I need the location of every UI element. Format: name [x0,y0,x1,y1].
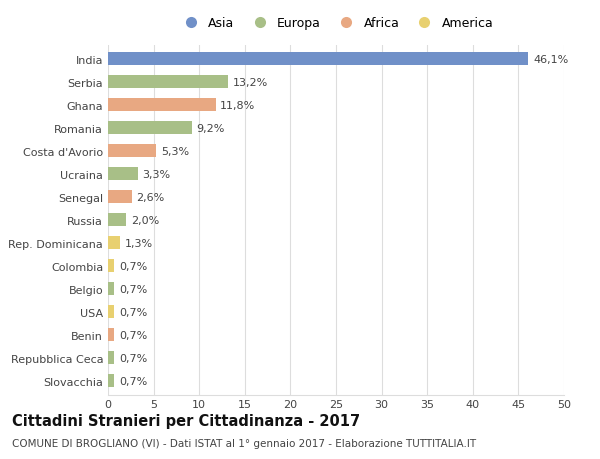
Bar [108,214,126,227]
Text: 0,7%: 0,7% [119,376,147,386]
Bar [108,329,115,341]
Bar [108,260,115,273]
Bar [108,283,115,296]
Text: 5,3%: 5,3% [161,146,189,157]
Bar [108,306,115,319]
Text: 3,3%: 3,3% [143,169,171,179]
Bar [108,352,115,364]
Text: 0,7%: 0,7% [119,261,147,271]
Bar [108,237,120,250]
Text: 0,7%: 0,7% [119,284,147,294]
Bar [108,53,529,66]
Bar [108,99,215,112]
Bar [108,145,157,158]
Bar [108,122,192,135]
Legend: Asia, Europa, Africa, America: Asia, Europa, Africa, America [176,15,496,33]
Bar [108,76,229,89]
Text: 13,2%: 13,2% [233,78,268,88]
Text: COMUNE DI BROGLIANO (VI) - Dati ISTAT al 1° gennaio 2017 - Elaborazione TUTTITAL: COMUNE DI BROGLIANO (VI) - Dati ISTAT al… [12,438,476,448]
Text: Cittadini Stranieri per Cittadinanza - 2017: Cittadini Stranieri per Cittadinanza - 2… [12,413,360,428]
Text: 46,1%: 46,1% [533,55,568,65]
Bar [108,191,132,204]
Text: 2,6%: 2,6% [136,192,164,202]
Text: 0,7%: 0,7% [119,353,147,363]
Text: 2,0%: 2,0% [131,215,159,225]
Bar [108,375,115,387]
Text: 0,7%: 0,7% [119,307,147,317]
Text: 11,8%: 11,8% [220,101,256,111]
Text: 1,3%: 1,3% [124,238,152,248]
Text: 9,2%: 9,2% [196,123,225,134]
Text: 0,7%: 0,7% [119,330,147,340]
Bar [108,168,138,181]
